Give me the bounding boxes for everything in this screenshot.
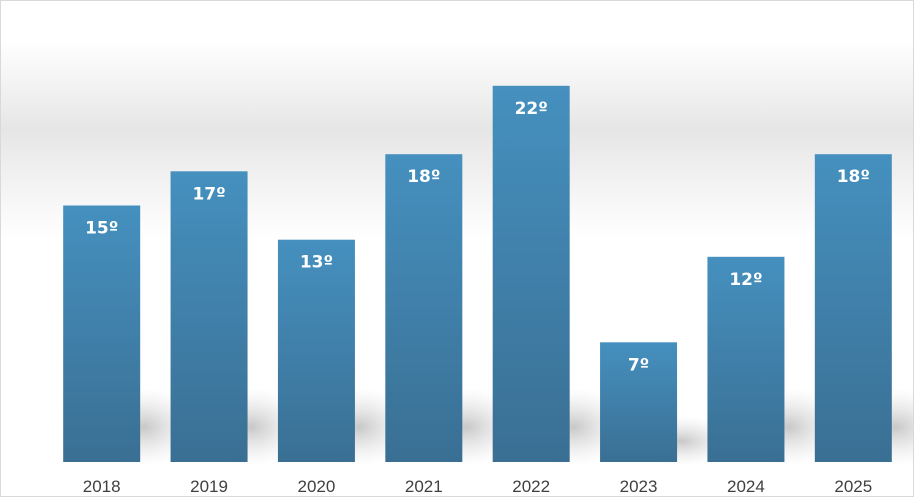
data-label-2018: 15º: [85, 219, 118, 239]
data-label-2020: 13º: [300, 253, 333, 273]
bar-2020: [277, 239, 355, 462]
bars: [63, 85, 892, 463]
bar-2022: [492, 85, 570, 463]
data-label-2021: 18º: [407, 167, 440, 187]
data-label-2022: 22º: [515, 99, 548, 119]
x-tick-2020: 2020: [298, 477, 336, 496]
bar-2021: [385, 154, 463, 462]
x-tick-2023: 2023: [620, 477, 658, 496]
x-axis-tick-labels: 2018 2019 2020 2021 2022 2023 2024 2025: [83, 477, 872, 496]
x-tick-2018: 2018: [83, 477, 121, 496]
data-label-2023: 7º: [628, 355, 649, 375]
bar-2025: [814, 154, 892, 462]
data-label-2019: 17º: [192, 184, 225, 204]
x-tick-2025: 2025: [834, 477, 872, 496]
x-tick-2022: 2022: [512, 477, 550, 496]
data-label-2025: 18º: [837, 167, 870, 187]
x-tick-2019: 2019: [190, 477, 228, 496]
bar-2023: [600, 342, 678, 462]
x-tick-2024: 2024: [727, 477, 765, 496]
data-label-2024: 12º: [729, 270, 762, 290]
bar-2024: [707, 256, 785, 462]
bar-2018: [63, 205, 141, 462]
bar-2019: [170, 171, 248, 463]
data-labels: 15º 17º 13º 18º 22º 7º 12º 18º: [85, 99, 870, 375]
x-tick-2021: 2021: [405, 477, 443, 496]
